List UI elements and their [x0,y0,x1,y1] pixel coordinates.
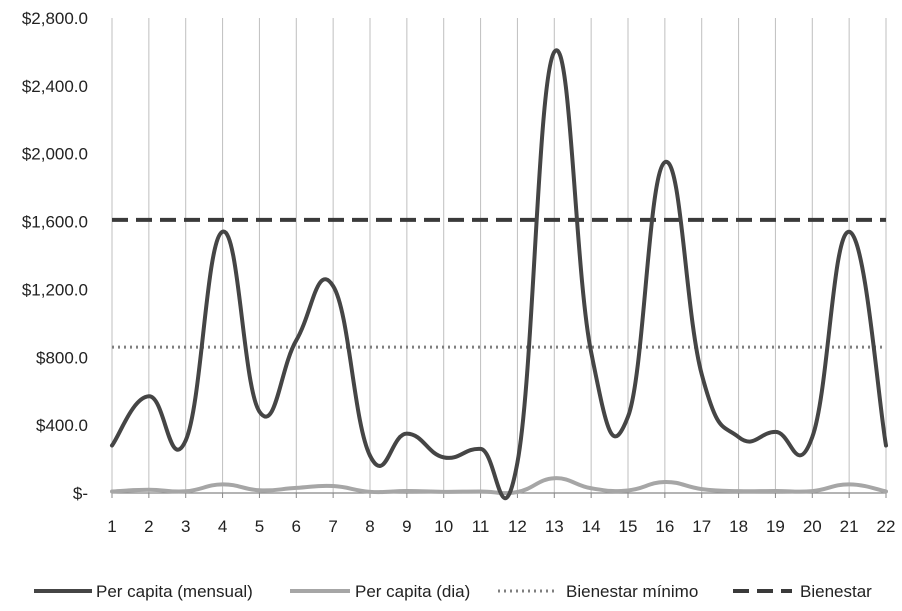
x-tick-label: 17 [692,517,711,536]
x-tick-label: 21 [840,517,859,536]
x-tick-label: 14 [582,517,601,536]
x-tick-label: 6 [292,517,301,536]
x-tick-label: 1 [107,517,116,536]
x-tick-label: 9 [402,517,411,536]
legend-label-per-capita-dia: Per capita (dia) [355,582,470,601]
x-axis-tick-labels: 1 2 3 4 5 6 7 8 9 10 11 12 13 14 15 16 17 18 19 20 21 22 [107,517,895,536]
x-tick-label: 20 [803,517,822,536]
x-tick-label: 13 [545,517,564,536]
x-tick-label: 3 [181,517,190,536]
x-tick-label: 19 [766,517,785,536]
y-tick-label: $2,000.0 [22,145,88,164]
x-tick-label: 10 [434,517,453,536]
y-tick-label: $1,200.0 [22,280,88,299]
x-tick-label: 8 [365,517,374,536]
y-tick-label: $800.0 [36,348,88,367]
x-tick-label: 5 [255,517,264,536]
y-tick-label: $- [73,484,88,503]
y-tick-label: $2,800.0 [22,9,88,28]
x-tick-label: 16 [655,517,674,536]
y-axis-tick-labels: $- $400.0 $800.0 $1,200.0 $1,600.0 $2,000.0 $2… [22,9,88,503]
series-lines [110,48,888,501]
y-tick-label: $400.0 [36,416,88,435]
legend-label-bienestar-minimo: Bienestar mínimo [566,582,698,601]
legend-label-bienestar: Bienestar [800,582,872,601]
x-tick-label: 15 [619,517,638,536]
series-line-per-capita-mensual [110,48,888,501]
x-tick-label: 18 [729,517,748,536]
y-tick-label: $1,600.0 [22,213,88,232]
x-tick-label: 7 [328,517,337,536]
legend-label-per-capita-mensual: Per capita (mensual) [96,582,253,601]
x-tick-label: 4 [218,517,227,536]
vertical-gridlines [111,18,887,493]
y-tick-label: $2,400.0 [22,77,88,96]
x-tick-label: 22 [877,517,896,536]
legend: Per capita (mensual) Per capita (dia) Bien… [34,582,872,601]
x-tick-label: 2 [144,517,153,536]
x-tick-label: 11 [472,517,490,536]
x-tick-label: 12 [508,517,527,536]
